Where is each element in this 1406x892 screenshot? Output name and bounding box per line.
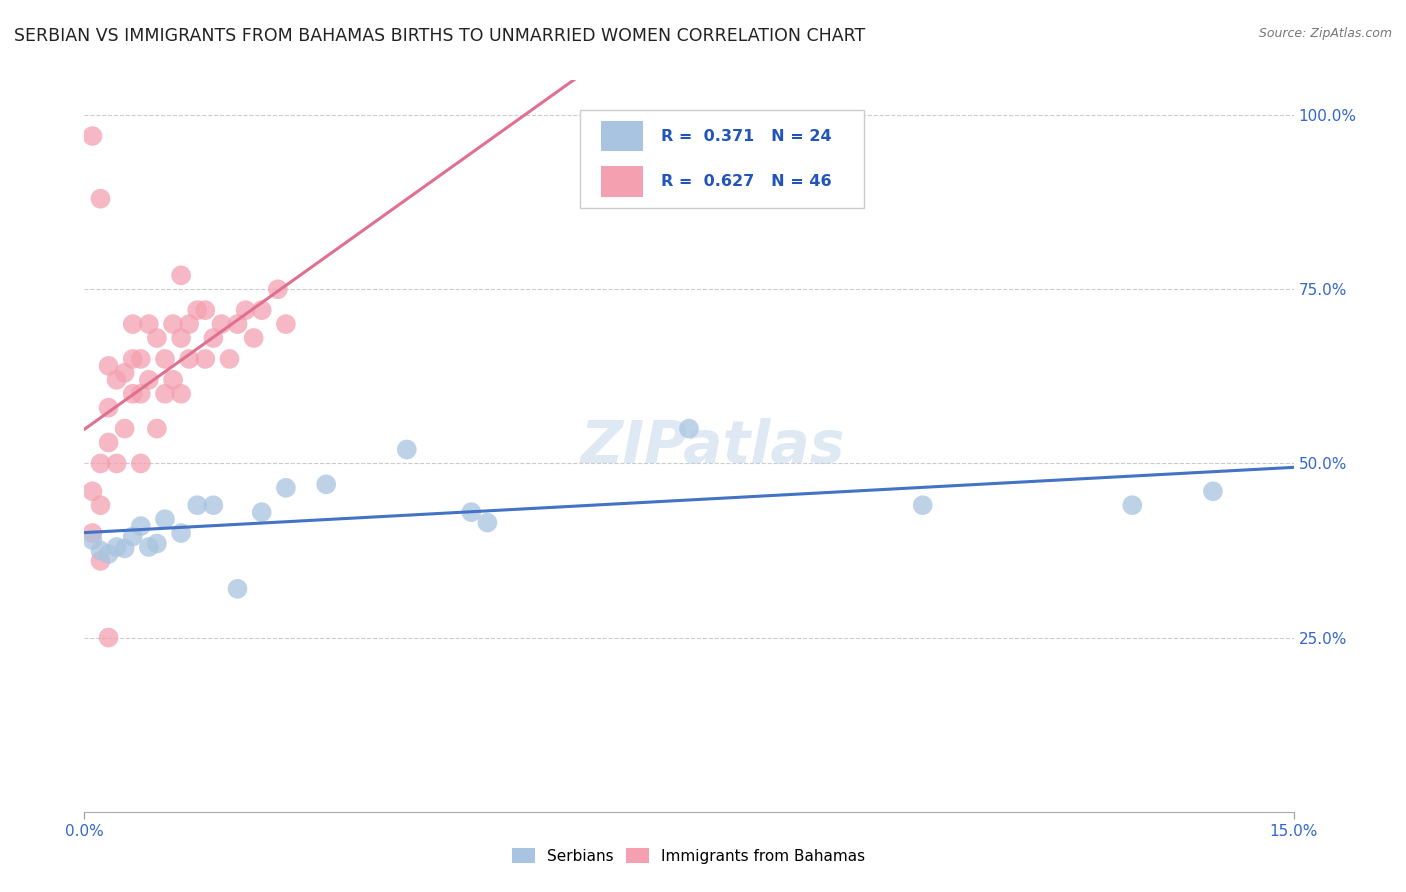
Point: [194, 351, 217, 366]
Point: [202, 331, 225, 345]
Point: [267, 282, 290, 296]
Point: [235, 303, 257, 318]
Point: [179, 351, 201, 366]
Point: [242, 331, 264, 345]
Point: [911, 498, 934, 512]
Point: [170, 268, 193, 283]
Point: [138, 317, 160, 331]
Point: [105, 373, 128, 387]
Point: [202, 498, 225, 512]
Point: [121, 386, 143, 401]
Point: [315, 477, 337, 491]
Point: [89, 543, 111, 558]
FancyBboxPatch shape: [600, 167, 643, 197]
Point: [89, 498, 111, 512]
Point: [129, 457, 152, 471]
Point: [170, 526, 193, 541]
Point: [274, 317, 297, 331]
Point: [162, 373, 184, 387]
Point: [678, 421, 700, 435]
Point: [138, 540, 160, 554]
Point: [114, 541, 136, 556]
Point: [97, 631, 120, 645]
Point: [209, 317, 232, 331]
Point: [146, 536, 169, 550]
Point: [82, 526, 104, 541]
FancyBboxPatch shape: [581, 110, 865, 209]
Point: [105, 457, 128, 471]
Point: [250, 505, 273, 519]
Point: [226, 317, 249, 331]
Point: [97, 547, 120, 561]
Point: [121, 351, 143, 366]
Point: [114, 366, 136, 380]
Point: [121, 317, 143, 331]
Point: [162, 317, 184, 331]
Point: [89, 554, 111, 568]
Point: [105, 540, 128, 554]
Point: [1121, 498, 1143, 512]
Point: [146, 421, 169, 435]
Point: [186, 498, 208, 512]
Point: [1202, 484, 1225, 499]
Point: [250, 303, 273, 318]
FancyBboxPatch shape: [600, 120, 643, 152]
Point: [153, 386, 176, 401]
Point: [114, 421, 136, 435]
Text: Source: ZipAtlas.com: Source: ZipAtlas.com: [1258, 27, 1392, 40]
Text: SERBIAN VS IMMIGRANTS FROM BAHAMAS BIRTHS TO UNMARRIED WOMEN CORRELATION CHART: SERBIAN VS IMMIGRANTS FROM BAHAMAS BIRTH…: [14, 27, 865, 45]
Point: [97, 359, 120, 373]
Point: [97, 435, 120, 450]
Point: [97, 401, 120, 415]
Point: [274, 481, 297, 495]
Point: [477, 516, 499, 530]
Point: [82, 128, 104, 143]
Point: [170, 386, 193, 401]
Text: R =  0.371   N = 24: R = 0.371 N = 24: [661, 128, 832, 144]
Point: [153, 351, 176, 366]
Point: [129, 519, 152, 533]
Point: [138, 373, 160, 387]
Point: [153, 512, 176, 526]
Point: [226, 582, 249, 596]
Text: R =  0.627   N = 46: R = 0.627 N = 46: [661, 174, 832, 189]
Point: [82, 533, 104, 547]
Point: [121, 530, 143, 544]
Point: [129, 386, 152, 401]
Point: [218, 351, 240, 366]
Point: [186, 303, 208, 318]
Point: [146, 331, 169, 345]
Point: [129, 351, 152, 366]
Point: [194, 303, 217, 318]
Point: [89, 192, 111, 206]
Point: [89, 457, 111, 471]
Text: ZIPatlas: ZIPatlas: [581, 417, 845, 475]
Point: [179, 317, 201, 331]
Legend: Serbians, Immigrants from Bahamas: Serbians, Immigrants from Bahamas: [506, 842, 872, 870]
Point: [170, 331, 193, 345]
Point: [460, 505, 482, 519]
Point: [395, 442, 418, 457]
Point: [82, 484, 104, 499]
